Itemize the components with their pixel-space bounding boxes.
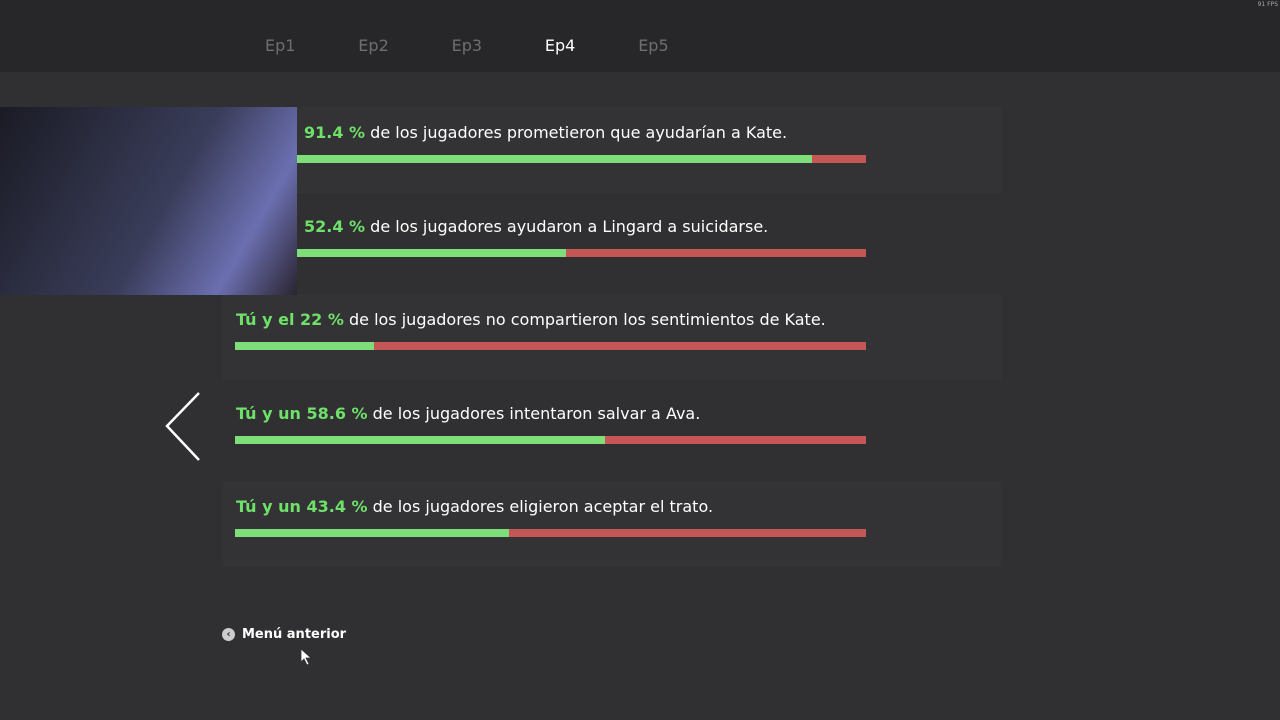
choice-row: Tú y un 58.6 % de los jugadores intentar… <box>222 387 1002 474</box>
choice-bar <box>235 155 812 163</box>
choice-percent-label: 52.4 % <box>304 216 366 236</box>
choice-description: de los jugadores eligieron aceptar el tr… <box>372 497 714 516</box>
choice-row: Tú y el 22 % de los jugadores no compart… <box>222 294 1002 380</box>
choice-bar-track <box>235 248 866 257</box>
choice-bar-track <box>235 435 866 444</box>
choice-text: 91.4 % de los jugadores prometieron que … <box>304 123 787 142</box>
choice-bar-track <box>235 342 866 350</box>
choice-bar <box>235 342 374 350</box>
episode-tab[interactable]: Ep1 <box>265 36 296 55</box>
choice-bar <box>235 435 605 444</box>
choice-percent-label: Tú y un 43.4 % <box>236 497 368 516</box>
prev-arrow[interactable] <box>160 390 205 465</box>
fps-counter: 91 FPS <box>1257 1 1278 8</box>
cursor <box>300 648 313 666</box>
choice-text: 52.4 % de los jugadores ayudaron a Linga… <box>304 217 768 236</box>
choice-description: de los jugadores intentaron salvar a Ava… <box>372 403 701 423</box>
choice-percent-label: 91.4 % <box>304 123 366 142</box>
choice-row: 91.4 % de los jugadores prometieron que … <box>222 107 1002 193</box>
choice-percent-label: Tú y el 22 % <box>236 310 344 329</box>
choice-bar-track <box>235 155 866 163</box>
back-icon: ‹ <box>222 628 235 641</box>
choice-description: de los jugadores prometieron que ayudarí… <box>370 123 788 142</box>
episode-tab[interactable]: Ep2 <box>358 36 389 55</box>
choice-row: 52.4 % de los jugadores ayudaron a Linga… <box>222 200 1002 287</box>
episode-tab[interactable]: Ep5 <box>638 36 669 55</box>
choice-bar <box>235 248 566 257</box>
episode-tab[interactable]: Ep4 <box>544 36 576 55</box>
choice-bar <box>235 529 509 537</box>
episode-tab[interactable]: Ep3 <box>451 36 483 55</box>
choice-description: de los jugadores ayudaron a Lingard a su… <box>370 216 769 236</box>
choice-text: Tú y el 22 % de los jugadores no compart… <box>236 310 826 329</box>
choice-percent-label: Tú y un 58.6 % <box>236 403 368 423</box>
episode-bar: Ep1 Ep2 Ep3 Ep4 Ep5 <box>0 0 1280 72</box>
webcam-overlay <box>0 107 297 295</box>
choice-bar-track <box>235 529 866 537</box>
back-button[interactable]: ‹ Menú anterior <box>222 627 346 642</box>
choice-text: Tú y un 58.6 % de los jugadores intentar… <box>236 404 700 423</box>
arrow-shape <box>165 392 200 461</box>
choice-description: de los jugadores no compartieron los sen… <box>348 310 826 329</box>
choice-text: Tú y un 43.4 % de los jugadores eligiero… <box>236 497 713 516</box>
back-label: Menú anterior <box>242 627 347 642</box>
choice-row: Tú y un 43.4 % de los jugadores eligiero… <box>222 481 1002 567</box>
